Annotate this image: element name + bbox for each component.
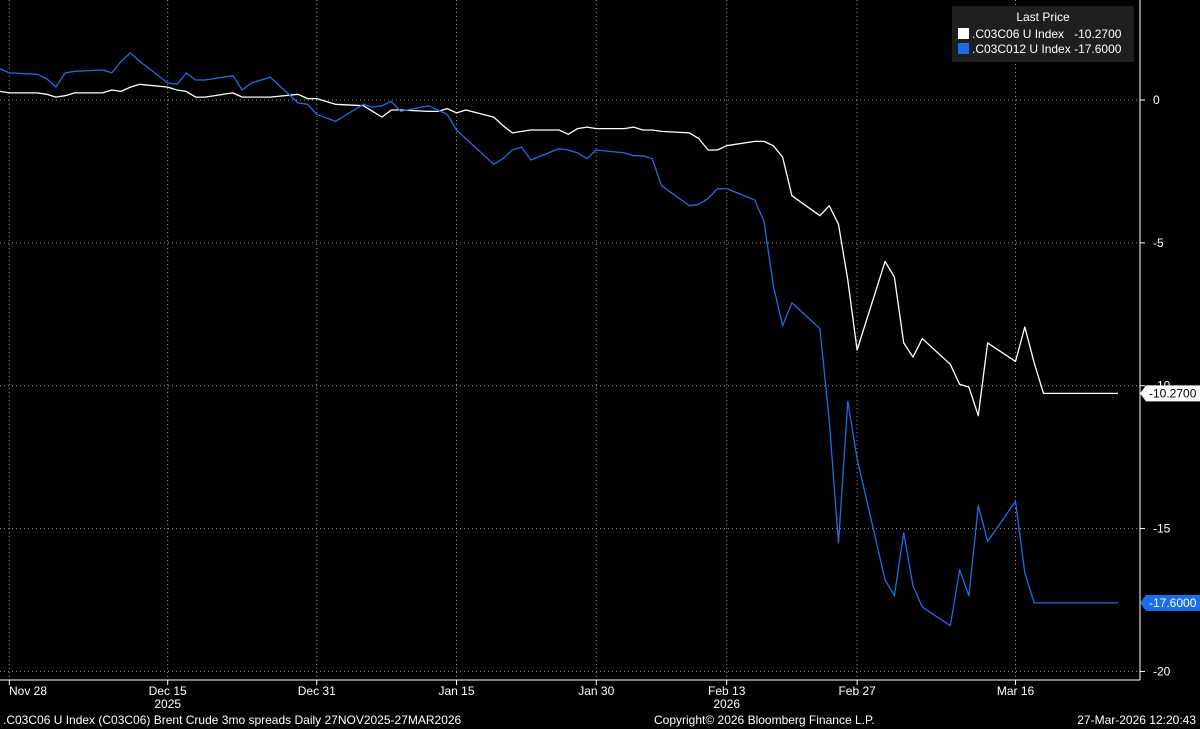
last-value-tag-c03c06: [1140, 385, 1200, 402]
x-tick-year-label: 2025: [154, 697, 181, 711]
x-tick-year-label: 2026: [713, 697, 740, 711]
x-tick-label: Dec 15: [149, 684, 187, 698]
plot-background: [0, 0, 1140, 680]
legend-entry-2-value: -17.6000: [1074, 42, 1122, 56]
series-layer: [0, 52, 1118, 627]
footer-timestamp: 27-Mar-2026 12:20:43: [1077, 713, 1196, 727]
legend-entry-1-name: .C03C06 U Index: [972, 27, 1065, 41]
footer-copyright: Copyright© 2026 Bloomberg Finance L.P.: [654, 713, 875, 727]
last-value-labels: -10.2700 -17.6000: [1140, 385, 1200, 611]
last-value-tag-c03c012: [1140, 594, 1200, 611]
x-tick-label: Jan 30: [578, 684, 614, 698]
footer-description: .C03C06 U Index (C03C06) Brent Crude 3mo…: [3, 713, 462, 727]
legend-entry-1: .C03C06 U Index -10.2700: [958, 27, 1121, 41]
y-tick-label: 0: [1153, 93, 1160, 107]
legend-title: Last Price: [1016, 10, 1070, 24]
series-line-c03c06: [0, 83, 1118, 417]
legend-swatch-blue: [958, 43, 969, 54]
last-value-text-c03c012: -17.6000: [1149, 596, 1197, 610]
legend: Last Price .C03C06 U Index -10.2700 .C03…: [952, 6, 1134, 62]
x-tick-label: Dec 31: [298, 684, 336, 698]
last-value-text-c03c06: -10.2700: [1149, 386, 1197, 400]
legend-entry-2: .C03C012 U Index -17.6000: [958, 42, 1121, 56]
grid-lines: [0, 0, 1140, 680]
y-tick-label: -20: [1153, 664, 1171, 678]
x-tick-label: Mar 16: [997, 684, 1035, 698]
legend-entry-2-name: .C03C012 U Index: [972, 42, 1071, 56]
axes: [0, 0, 1145, 685]
legend-swatch-white: [958, 28, 969, 39]
series-line-c03c012: [0, 52, 1118, 627]
x-tick-label: Feb 27: [838, 684, 876, 698]
x-tick-label: Nov 28: [9, 684, 47, 698]
x-tick-label: Feb 13: [708, 684, 746, 698]
legend-entry-1-value: -10.2700: [1074, 27, 1122, 41]
y-tick-label: -15: [1153, 522, 1171, 536]
y-tick-label: -5: [1153, 236, 1164, 250]
footer-bar: .C03C06 U Index (C03C06) Brent Crude 3mo…: [0, 711, 1200, 729]
x-tick-label: Jan 15: [439, 684, 475, 698]
